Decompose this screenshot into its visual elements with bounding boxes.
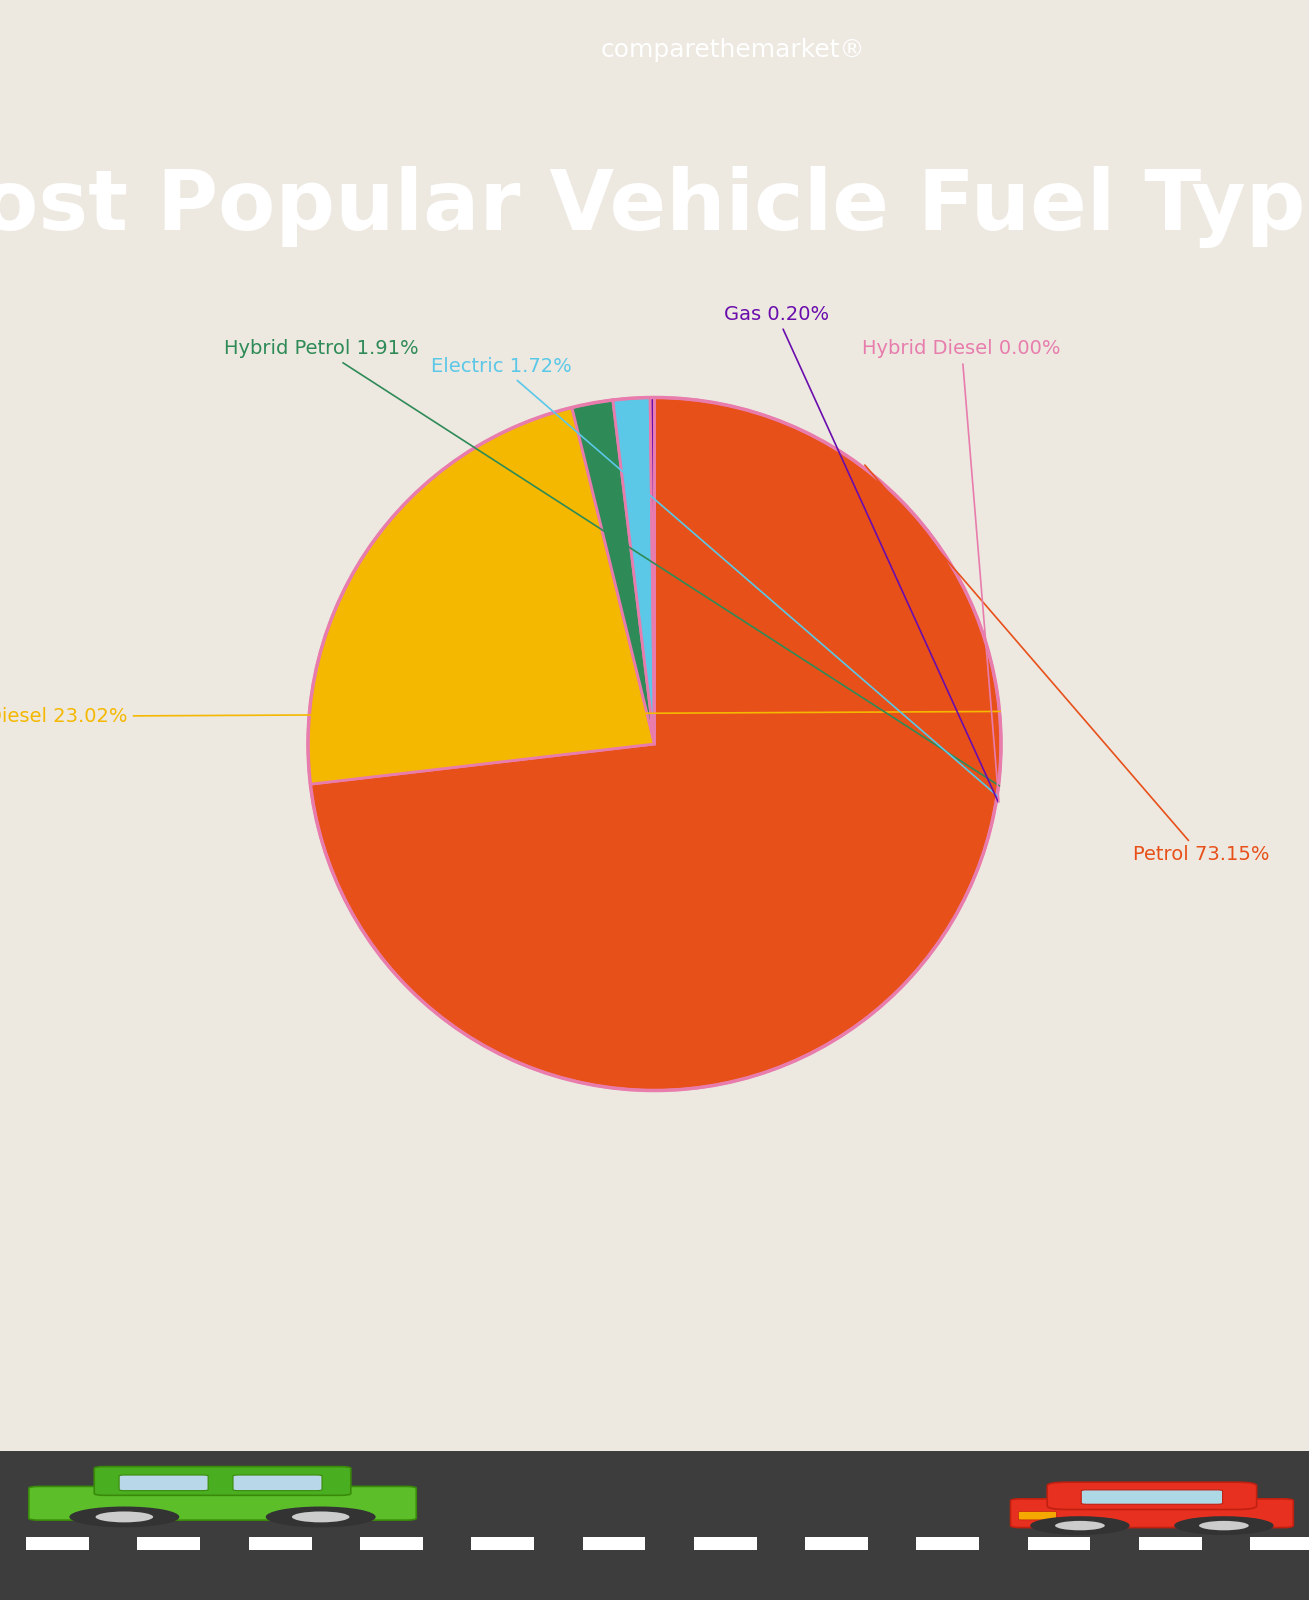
FancyBboxPatch shape [94,1467,351,1496]
Bar [1250,1536,1309,1550]
Text: Diesel 23.02%: Diesel 23.02% [0,707,1000,726]
Text: Hybrid Diesel 0.00%: Hybrid Diesel 0.00% [863,339,1060,802]
Bar [137,1536,200,1550]
Bar [805,1536,868,1550]
Circle shape [292,1512,350,1522]
Wedge shape [572,400,654,744]
FancyBboxPatch shape [1047,1482,1257,1509]
Text: Most Popular Vehicle Fuel Types: Most Popular Vehicle Fuel Types [0,166,1309,248]
Text: Hybrid Petrol 1.91%: Hybrid Petrol 1.91% [224,339,1000,786]
Circle shape [1199,1522,1249,1530]
Bar [694,1536,757,1550]
Bar [1028,1536,1090,1550]
FancyBboxPatch shape [1011,1499,1293,1528]
Wedge shape [651,397,654,744]
Text: Petrol 73.15%: Petrol 73.15% [865,466,1270,864]
Bar [26,1536,89,1550]
Text: comparethemarket®: comparethemarket® [601,38,865,62]
FancyBboxPatch shape [119,1475,208,1491]
FancyBboxPatch shape [233,1475,322,1491]
Text: Electric 1.72%: Electric 1.72% [431,357,997,797]
FancyBboxPatch shape [1081,1490,1223,1504]
Bar [471,1536,534,1550]
Wedge shape [310,397,1001,1091]
FancyBboxPatch shape [29,1486,416,1520]
Text: Gas 0.20%: Gas 0.20% [724,306,997,802]
Circle shape [266,1507,376,1528]
Circle shape [69,1507,179,1528]
Bar [916,1536,979,1550]
FancyBboxPatch shape [1018,1512,1056,1520]
Circle shape [1055,1522,1105,1530]
Circle shape [1030,1517,1130,1534]
Bar [360,1536,423,1550]
Bar [249,1536,312,1550]
Wedge shape [308,408,654,784]
Bar [583,1536,645,1550]
Wedge shape [613,397,654,744]
Bar [0,1451,1309,1600]
Circle shape [1174,1517,1274,1534]
Bar [1139,1536,1202,1550]
Circle shape [96,1512,153,1522]
